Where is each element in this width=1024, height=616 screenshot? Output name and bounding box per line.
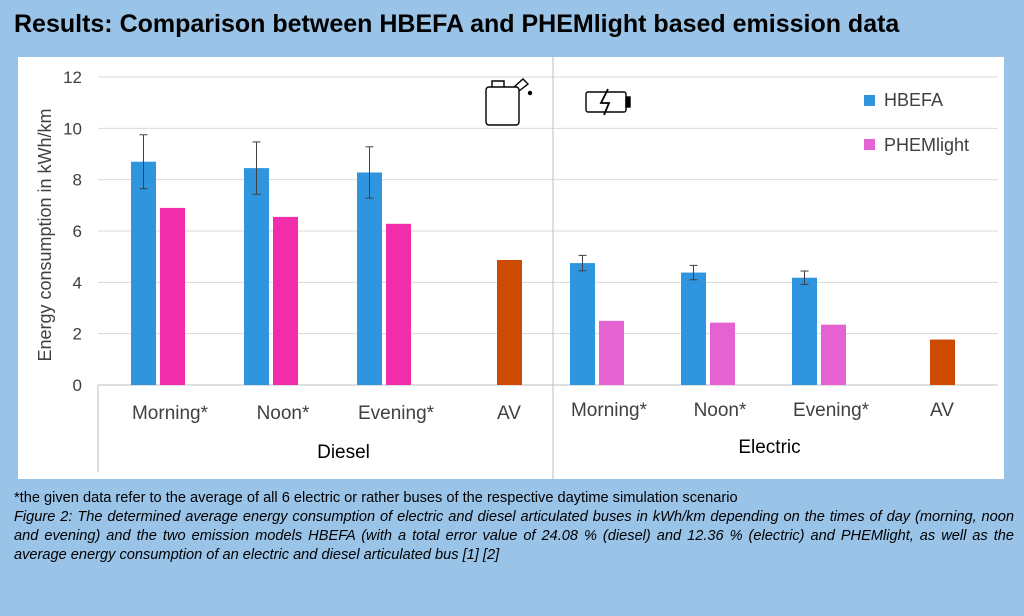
legend-label-hbefa: HBEFA — [884, 90, 943, 110]
y-tick-label: 2 — [73, 325, 82, 344]
y-axis-label: Energy consumption in kWh/km — [35, 108, 55, 361]
y-tick-label: 0 — [73, 376, 82, 395]
slide-title: Results: Comparison between HBEFA and PH… — [14, 10, 900, 38]
legend-swatch-hbefa — [864, 95, 875, 106]
category-label: Noon* — [257, 403, 310, 424]
y-tick-label: 10 — [63, 119, 82, 138]
bar-hbefa — [681, 272, 706, 385]
fuel-canister-drop — [527, 90, 533, 96]
bar-hbefa — [570, 263, 595, 385]
bar-hbefa — [131, 161, 156, 385]
bar-phemlight — [273, 216, 298, 385]
bar-phemlight — [710, 322, 735, 385]
category-label: Morning* — [132, 403, 209, 424]
bar-phemlight — [821, 324, 846, 385]
category-label: AV — [497, 403, 521, 424]
bar-hbefa — [792, 277, 817, 385]
bar-phemlight — [599, 320, 624, 385]
category-label: Evening* — [358, 403, 435, 424]
bar-av — [930, 339, 955, 385]
group-label: Diesel — [317, 442, 370, 463]
energy-consumption-chart: 0 2 4 6 8 10 12 Energy consumption in kWh/km Mor… — [35, 57, 998, 479]
bar-phemlight — [160, 207, 185, 385]
y-tick-label: 8 — [73, 171, 82, 190]
category-label: Morning* — [571, 400, 648, 421]
legend-swatch-phemlight — [864, 139, 875, 150]
battery-terminal — [625, 96, 631, 108]
battery-bolt — [599, 88, 611, 116]
chart-panel: 0 2 4 6 8 10 12 Energy consumption in kWh/km Mor… — [18, 57, 1004, 479]
battery-charging-icon — [585, 88, 631, 116]
bar-hbefa — [357, 172, 382, 385]
y-tick-label: 12 — [63, 68, 82, 87]
fuel-canister-icon — [485, 78, 533, 126]
fuel-canister-spout — [513, 78, 530, 92]
footnote-note: *the given data refer to the average of … — [14, 490, 738, 506]
footnote-block: *the given data refer to the average of … — [14, 489, 1014, 565]
legend: HBEFA PHEMlight — [864, 90, 969, 155]
bar-hbefa — [244, 168, 269, 385]
group-label: Electric — [738, 437, 800, 458]
bar-phemlight — [386, 223, 411, 385]
legend-label-phemlight: PHEMlight — [884, 135, 969, 155]
figure-caption: Figure 2: The determined average energy … — [14, 509, 1014, 563]
fuel-canister-body — [485, 86, 520, 126]
y-tick-label: 6 — [73, 222, 82, 241]
category-label: Evening* — [793, 400, 870, 421]
category-label: Noon* — [694, 400, 747, 421]
y-tick-label: 4 — [73, 273, 82, 292]
category-label: AV — [930, 400, 954, 421]
bar-av — [497, 260, 522, 385]
fuel-canister-handle — [491, 80, 505, 87]
